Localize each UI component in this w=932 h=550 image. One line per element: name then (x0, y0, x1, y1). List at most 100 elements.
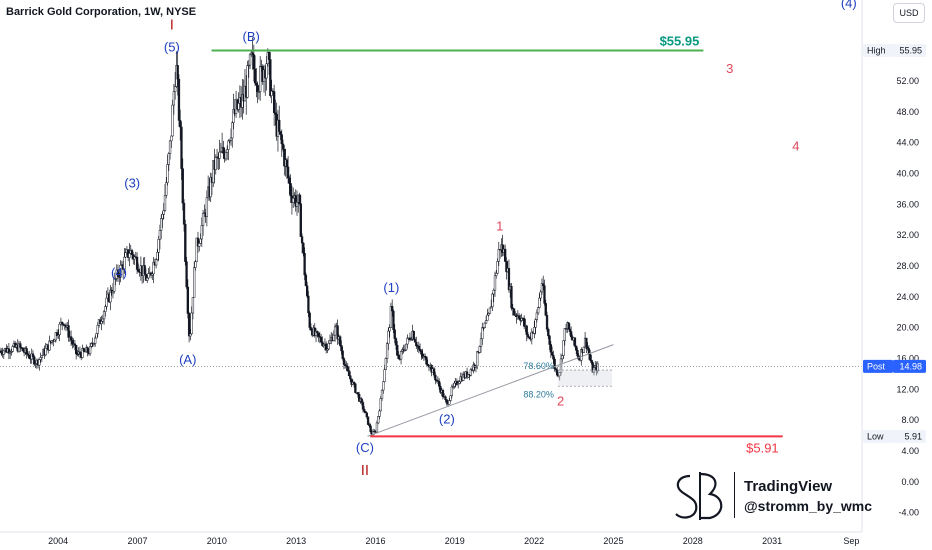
candle-body (38, 359, 41, 366)
candle-body (379, 398, 382, 412)
candle-body (573, 337, 577, 347)
trendline (367, 344, 614, 437)
candle-body (413, 339, 417, 343)
candle-body (151, 273, 154, 276)
price-tick-label: 36.00 (896, 199, 919, 209)
watermark-handle: @stromm_by_wmc (744, 498, 873, 514)
price-tick-label: 32.00 (896, 230, 919, 240)
candle-body (552, 354, 555, 360)
currency-button[interactable]: USD (893, 3, 925, 23)
candle-body (558, 372, 561, 377)
candle-body (346, 366, 349, 371)
time-tick-label: Sep (843, 536, 859, 546)
candle-body (434, 374, 437, 381)
candle-body (123, 256, 126, 270)
candle-body (198, 243, 201, 247)
candle-body (450, 386, 453, 397)
candle-body (272, 91, 276, 113)
candle-body (426, 363, 429, 366)
candle-body (100, 321, 103, 325)
candle-body (105, 297, 108, 307)
candle-body (307, 295, 310, 314)
candle-body (224, 152, 228, 160)
candle-body (380, 389, 384, 399)
chart-overlays: 78.60% 88.20% $55.95 $5.91 (0, 34, 862, 455)
candle-body (455, 380, 459, 385)
candle-body (365, 412, 368, 417)
candle-body (412, 331, 415, 340)
candle-body (67, 325, 70, 338)
candle-body (582, 346, 585, 353)
candle-body (436, 380, 440, 382)
candle-body (143, 265, 146, 275)
candle-body (104, 306, 107, 312)
candle-body (347, 370, 351, 377)
candle-body (318, 336, 321, 338)
candle-body (445, 399, 448, 404)
candle-body (553, 358, 556, 370)
candle-body (295, 202, 299, 207)
candle-body (511, 307, 514, 310)
candle-body (478, 346, 481, 353)
candle-body (76, 353, 79, 355)
candle-body (205, 197, 209, 217)
candle-body (533, 327, 536, 334)
candle-body (0, 350, 3, 354)
candle-body (542, 283, 545, 286)
candle-body (375, 422, 379, 433)
price-tick-label: 8.00 (901, 415, 919, 425)
candle-body (2, 350, 5, 355)
candle-body (344, 364, 347, 366)
candle-body (341, 350, 344, 359)
candle-body (424, 356, 427, 358)
candle-body (162, 210, 165, 215)
watermark: TradingView @stromm_by_wmc (668, 468, 888, 524)
candle-body (95, 333, 98, 339)
candle-body (384, 358, 387, 370)
wave-label: (5) (164, 40, 180, 55)
chart-title: Barrick Gold Corporation, 1W, NYSE (6, 6, 197, 18)
candle-body (316, 331, 319, 334)
candle-body (39, 357, 42, 360)
low-price-label: $5.91 (746, 440, 779, 455)
candle-body (530, 331, 533, 340)
candle-body (54, 332, 57, 341)
candle-body (166, 164, 169, 183)
candle-body (549, 344, 552, 353)
candle-body (487, 313, 490, 316)
candle-body (171, 104, 174, 137)
candle-body (201, 213, 205, 226)
candle-body (510, 286, 513, 309)
candle-body (483, 322, 486, 328)
candle-body (292, 197, 295, 203)
candle-body (371, 431, 375, 436)
candle-body (336, 325, 339, 340)
wave-label: (A) (179, 352, 196, 367)
candle-body (520, 317, 523, 321)
candle-body (568, 328, 572, 332)
candle-body (535, 312, 539, 320)
candle-body (34, 363, 37, 365)
price-tick-label: 28.00 (896, 261, 919, 271)
candle-body (53, 339, 56, 342)
wave-label: (C) (356, 440, 374, 455)
candle-body (575, 345, 578, 351)
candle-body (481, 327, 484, 340)
candle-body (113, 278, 116, 292)
candle-body (61, 321, 64, 325)
candle-body (497, 248, 500, 262)
candle-body (364, 411, 367, 414)
candle-body (185, 261, 188, 288)
high-value-badge (893, 44, 926, 58)
candle-body (326, 348, 329, 351)
wave-label: (3) (124, 175, 140, 190)
wave-label: (4) (841, 0, 857, 11)
candle-body (7, 348, 11, 354)
wave-label: 4 (792, 138, 799, 153)
candle-body (550, 351, 554, 356)
candle-body (547, 328, 550, 337)
candle-body (161, 214, 164, 219)
candle-body (167, 153, 170, 165)
candle-body (195, 237, 198, 262)
